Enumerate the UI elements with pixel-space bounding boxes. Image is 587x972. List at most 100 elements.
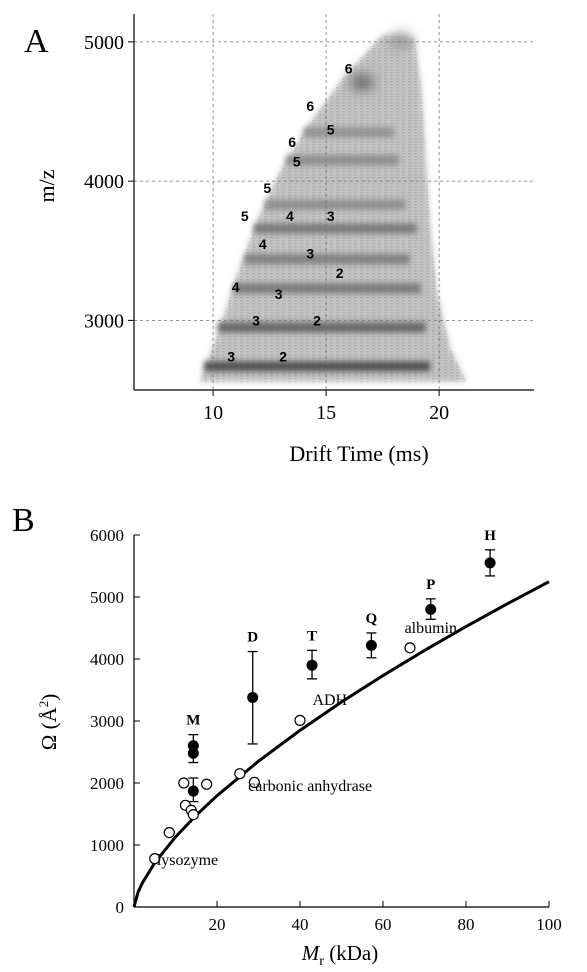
oligomer-tag: M: [186, 713, 200, 729]
y-tick-label: 3000: [84, 310, 124, 332]
protein-annotation: lysozyme: [157, 852, 218, 869]
oligomer-tags: M D T Q P H: [186, 528, 496, 729]
open-data-point: [404, 642, 416, 654]
y-tick-label: 5000: [90, 588, 124, 607]
intensity-band: [265, 199, 406, 210]
protein-annotation: carbonic anhydrase: [248, 778, 372, 795]
x-tick-label: 15: [316, 402, 336, 424]
panel-a-grid: [134, 14, 534, 390]
protein-annotation: ADH: [312, 692, 347, 709]
y-title-sup: 2: [36, 701, 51, 708]
y-title-end: ): [37, 694, 61, 701]
x-tick-label: 40: [292, 915, 309, 934]
oligomer-tag: D: [247, 630, 258, 646]
panel-b-scatter: B M D T Q P H lysozyme carbonic anhydrase ADH al…: [12, 502, 562, 969]
open-data-point: [163, 826, 175, 839]
oligomer-tag: T: [307, 628, 317, 644]
panel-b-y-ticks: 0 1000 2000 3000 4000 5000 6000: [90, 526, 140, 917]
filled-data-point: [425, 603, 437, 615]
open-data-point: [201, 778, 213, 790]
y-tick-label: 3000: [90, 712, 124, 731]
fit-curve-line: [132, 580, 550, 908]
charge-state-label: 5: [293, 154, 301, 170]
x-tick-label: 80: [458, 915, 475, 934]
panel-a-x-ticks: 10 15 20: [203, 390, 449, 424]
charge-state-label: 3: [306, 246, 314, 262]
intensity-band: [233, 283, 422, 294]
x-title-main: M: [301, 941, 321, 965]
panel-b-x-axis-title: Mr (kDa): [301, 941, 378, 969]
intensity-band: [244, 254, 410, 265]
y-tick-label: 4000: [90, 650, 124, 669]
y-tick-label: 0: [116, 898, 125, 917]
error-bars: [188, 549, 496, 803]
reference-points: [149, 642, 416, 865]
charge-state-label: 3: [275, 286, 283, 302]
y-tick-label: 6000: [90, 526, 124, 545]
charge-state-label: 6: [345, 60, 353, 76]
charge-state-label: 3: [227, 349, 235, 365]
charge-state-label: 4: [232, 279, 240, 295]
x-tick-label: 60: [375, 915, 392, 934]
intensity-spot: [350, 74, 375, 91]
charge-state-label: 5: [327, 122, 335, 138]
open-data-point: [178, 777, 190, 789]
charge-state-label: 4: [286, 208, 294, 224]
intensity-band: [285, 155, 399, 166]
filled-data-point: [306, 659, 318, 671]
fit-curve: [132, 580, 550, 908]
protein-annotation: albumin: [405, 620, 457, 637]
charge-state-label: 4: [259, 236, 267, 252]
charge-state-label: 2: [313, 312, 321, 328]
panel-a-x-axis-title: Drift Time (ms): [289, 441, 428, 466]
open-data-point: [248, 776, 260, 788]
measured-points: [187, 557, 496, 797]
panel-b-y-axis-title: Ω (Å2): [36, 694, 61, 751]
oligomer-tag: P: [426, 577, 435, 593]
y-tick-label: 2000: [90, 774, 124, 793]
protein-annotations: lysozyme carbonic anhydrase ADH albumin: [157, 620, 457, 869]
open-data-point: [149, 853, 161, 865]
charge-state-label: 6: [306, 98, 314, 114]
intensity-band: [204, 361, 431, 372]
x-tick-label: 20: [209, 915, 226, 934]
y-tick-label: 5000: [84, 32, 124, 54]
charge-state-label: 5: [263, 180, 271, 196]
open-data-point: [294, 714, 306, 726]
x-title-sub: r: [319, 954, 324, 969]
panel-b-letter: B: [12, 502, 35, 539]
intensity-band: [217, 322, 426, 333]
x-tick-label: 10: [203, 402, 223, 424]
y-title-main: Ω (Å: [37, 706, 61, 750]
charge-state-label: 3: [252, 312, 260, 328]
open-data-point: [234, 768, 246, 780]
charge-state-label: 2: [336, 265, 344, 281]
panel-a-y-ticks: 3000 4000 5000: [84, 32, 134, 332]
panel-a-letter: A: [24, 23, 49, 60]
filled-data-point: [247, 691, 259, 703]
intensity-spot: [388, 32, 413, 49]
y-tick-label: 4000: [84, 171, 124, 193]
intensity-band: [303, 127, 394, 138]
intensity-band: [253, 223, 417, 234]
filled-data-point: [187, 747, 199, 759]
filled-data-point: [187, 785, 199, 797]
heatmap-signal: [199, 32, 467, 382]
filled-data-point: [484, 557, 496, 569]
oligomer-tag: Q: [366, 611, 378, 627]
x-title-units: (kDa): [324, 941, 378, 965]
x-tick-label: 20: [429, 402, 449, 424]
oligomer-tag: H: [484, 528, 496, 544]
open-data-point: [187, 809, 199, 821]
charge-state-label: 6: [288, 134, 296, 150]
panel-a-y-axis-title: m/z: [34, 169, 59, 202]
charge-state-label: 3: [327, 208, 335, 224]
x-tick-label: 100: [536, 915, 562, 934]
charge-state-label: 5: [241, 208, 249, 224]
charge-state-label: 2: [279, 349, 287, 365]
y-tick-label: 1000: [90, 836, 124, 855]
filled-data-point: [365, 639, 377, 651]
